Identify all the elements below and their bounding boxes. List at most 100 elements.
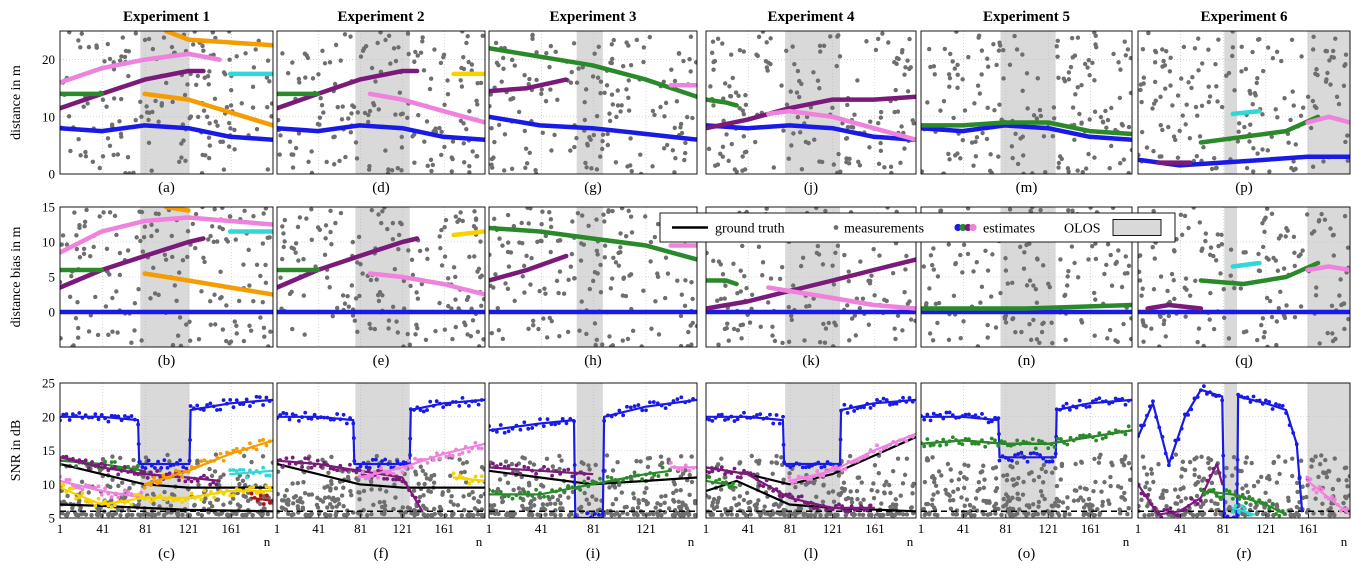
estimate-point xyxy=(228,451,233,456)
measurement-point xyxy=(962,503,967,509)
measurement-point xyxy=(773,501,778,507)
measurement-point xyxy=(1288,117,1293,123)
measurement-point xyxy=(1216,37,1221,42)
measurement-point xyxy=(815,243,821,249)
estimate-point xyxy=(613,477,618,482)
measurement-point xyxy=(337,158,342,164)
measurement-point xyxy=(1315,72,1320,78)
estimate-point xyxy=(659,403,664,408)
measurement-point xyxy=(634,37,639,43)
measurement-point xyxy=(587,467,592,472)
measurement-point xyxy=(165,452,170,458)
measurement-point xyxy=(706,493,709,498)
measurement-point xyxy=(1226,70,1232,76)
estimate-series-cyan xyxy=(1230,108,1262,117)
measurement-point xyxy=(786,304,792,310)
measurement-point xyxy=(1105,117,1111,123)
measurement-point xyxy=(187,338,193,343)
estimate-point xyxy=(116,414,121,419)
estimate-point xyxy=(116,472,121,477)
measurement-point xyxy=(234,331,239,336)
measurement-point xyxy=(1255,151,1260,156)
measurement-point xyxy=(386,167,391,172)
measurement-point xyxy=(902,72,907,77)
measurement-point xyxy=(107,56,113,62)
measurement-point xyxy=(964,497,970,502)
measurement-point xyxy=(543,291,548,296)
estimate-point xyxy=(463,400,468,405)
estimate-point xyxy=(195,403,200,408)
estimate-point xyxy=(146,458,151,463)
estimate-point xyxy=(748,471,753,476)
measurement-point xyxy=(1038,489,1044,494)
measurement-point xyxy=(979,48,985,53)
estimate-point xyxy=(369,473,374,478)
measurement-point xyxy=(742,274,747,279)
estimate-series-green xyxy=(1199,489,1288,516)
measurement-point xyxy=(993,325,999,330)
measurement-point xyxy=(329,242,334,247)
measurement-point xyxy=(980,469,985,474)
measurement-point xyxy=(1236,121,1242,126)
measurement-point xyxy=(489,252,492,257)
measurement-point xyxy=(1294,480,1300,486)
measurement-point xyxy=(1263,511,1268,516)
measurement-point xyxy=(616,263,622,268)
measurement-point xyxy=(731,326,737,332)
estimate-point xyxy=(363,476,368,481)
measurement-point xyxy=(605,131,610,137)
estimate-point xyxy=(1064,401,1069,406)
measurement-point xyxy=(780,340,785,346)
measurement-point xyxy=(496,511,501,517)
measurement-point xyxy=(593,342,598,347)
measurement-point xyxy=(148,296,153,301)
estimate-point xyxy=(904,400,909,404)
estimate-point xyxy=(248,404,252,408)
estimate-point xyxy=(388,470,393,475)
measurement-point xyxy=(1255,76,1260,81)
measurement-point xyxy=(898,493,903,498)
estimate-point xyxy=(1280,509,1285,513)
measurement-point xyxy=(628,62,634,68)
measurement-point xyxy=(248,328,254,333)
estimate-point xyxy=(944,442,949,447)
measurement-point xyxy=(1047,284,1052,290)
measurement-point xyxy=(335,104,340,110)
measurement-point xyxy=(1159,154,1164,159)
estimate-point xyxy=(191,406,196,411)
measurement-point xyxy=(658,502,663,508)
measurement-point xyxy=(985,64,991,69)
measurement-point xyxy=(900,481,906,486)
estimate-point xyxy=(1022,455,1027,459)
y-tick-label: 15 xyxy=(42,200,55,215)
measurement-point xyxy=(800,255,806,260)
measurement-point xyxy=(1117,511,1123,516)
measurement-point xyxy=(78,45,83,50)
measurement-point xyxy=(413,509,418,515)
estimate-point xyxy=(732,466,737,471)
measurement-point xyxy=(808,512,814,518)
measurement-point xyxy=(1018,244,1023,250)
x-tick-label: 161 xyxy=(222,521,242,536)
measurement-point xyxy=(424,119,430,124)
measurement-point xyxy=(540,130,545,135)
measurement-point xyxy=(1003,256,1008,261)
measurement-point xyxy=(758,513,763,518)
measurement-point xyxy=(779,265,785,270)
measurement-point xyxy=(735,327,741,333)
estimate-point xyxy=(67,478,72,482)
x-tick-label: 81 xyxy=(784,521,797,536)
estimate-point xyxy=(1043,441,1048,446)
measurement-point xyxy=(727,84,732,89)
measurement-point xyxy=(213,322,218,327)
measurement-point xyxy=(685,510,690,515)
estimate-point xyxy=(454,400,458,404)
measurement-point xyxy=(195,73,201,79)
estimate-point xyxy=(264,493,269,498)
measurement-point xyxy=(1100,499,1105,505)
measurement-point xyxy=(1008,513,1013,518)
estimate-point xyxy=(473,399,478,403)
measurement-point xyxy=(414,290,419,295)
estimate-point xyxy=(935,439,939,444)
estimate-point xyxy=(578,488,583,492)
